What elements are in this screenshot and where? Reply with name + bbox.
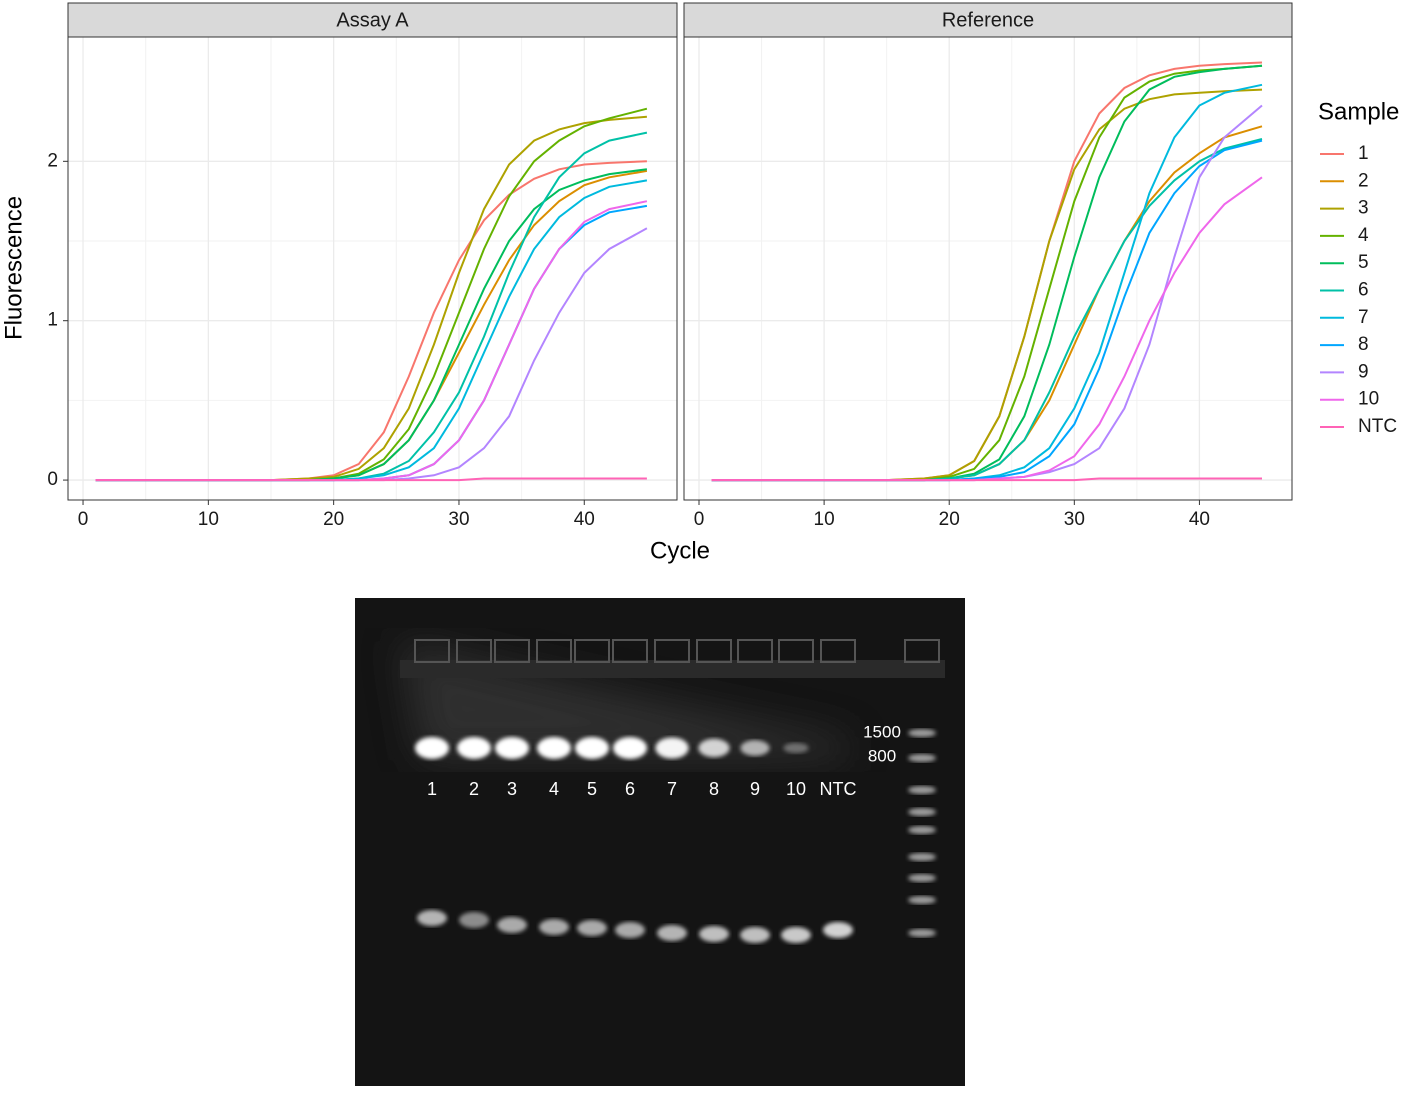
legend-label: 9 xyxy=(1358,361,1369,382)
ladder-band xyxy=(908,826,936,834)
lane-label: NTC xyxy=(820,779,857,799)
gel-well xyxy=(820,639,856,663)
gel-band xyxy=(657,925,687,941)
gel-band xyxy=(740,740,770,756)
panel-border xyxy=(683,36,1293,501)
lane-label: 6 xyxy=(625,779,635,799)
gel-well xyxy=(778,639,814,663)
x-tick-label: 10 xyxy=(814,509,835,530)
lane-label: 7 xyxy=(667,779,677,799)
gel-band xyxy=(698,738,730,758)
panel-border xyxy=(67,36,678,501)
gel-band xyxy=(783,742,809,754)
ladder-band xyxy=(908,729,936,737)
legend-label: 2 xyxy=(1358,170,1369,191)
gel-well xyxy=(904,639,940,663)
facet-title: Reference xyxy=(942,9,1034,31)
ladder-band xyxy=(908,874,936,882)
ladder-band xyxy=(908,853,936,861)
ladder-band xyxy=(908,754,936,762)
gel-well xyxy=(612,639,648,663)
panel-strip xyxy=(683,2,1293,38)
series-line xyxy=(711,88,1263,482)
legend-label: 4 xyxy=(1358,225,1369,246)
gel-band xyxy=(577,920,607,936)
series-line xyxy=(95,115,647,482)
gel-band xyxy=(613,737,647,759)
legend-label: 8 xyxy=(1358,334,1369,355)
gel-band xyxy=(781,927,811,943)
gel-band xyxy=(699,926,729,942)
gel-band xyxy=(615,922,645,938)
legend-label: NTC xyxy=(1358,416,1397,437)
x-axis-label: Cycle xyxy=(650,537,710,564)
ladder-label: 1500 xyxy=(863,722,901,741)
gel-well xyxy=(737,639,773,663)
lane-label: 2 xyxy=(469,779,479,799)
gel-well xyxy=(654,639,690,663)
x-tick-label: 20 xyxy=(323,509,344,530)
gel-band xyxy=(539,919,569,935)
y-tick-label: 1 xyxy=(47,310,58,331)
legend-label: 5 xyxy=(1358,252,1369,273)
gel-band xyxy=(417,910,447,926)
lane-label: 9 xyxy=(750,779,760,799)
x-tick-label: 30 xyxy=(448,509,469,530)
lane-label: 3 xyxy=(507,779,517,799)
ladder-label: 800 xyxy=(868,746,896,765)
x-tick-label: 0 xyxy=(78,509,89,530)
ladder-band xyxy=(908,786,936,794)
lane-label: 4 xyxy=(549,779,559,799)
gel-well-row xyxy=(400,660,945,678)
gel-band xyxy=(655,737,689,759)
legend-label: 3 xyxy=(1358,198,1369,219)
ladder-band xyxy=(908,929,936,937)
lane-label: 10 xyxy=(786,779,806,799)
series-line xyxy=(95,477,647,482)
x-tick-label: 0 xyxy=(694,509,705,530)
ladder-band xyxy=(908,896,936,904)
gel-image: 1 2 3 4 5 6 7 8 9 10 NTC 1500 800 xyxy=(355,598,965,1086)
lane-label: 5 xyxy=(587,779,597,799)
x-tick-label: 40 xyxy=(1189,509,1210,530)
gel-well xyxy=(414,639,450,663)
panel-background xyxy=(684,37,1292,500)
gel-well xyxy=(696,639,732,663)
gel-well xyxy=(574,639,610,663)
lane-label: 8 xyxy=(709,779,719,799)
facet-title: Assay A xyxy=(336,9,409,31)
legend-title: Sample xyxy=(1318,98,1399,125)
legend-label: 10 xyxy=(1358,389,1379,410)
legend-label: 7 xyxy=(1358,307,1369,328)
gel-band xyxy=(575,737,609,759)
panel-background xyxy=(68,37,677,500)
gel-band xyxy=(457,737,491,759)
gel-band xyxy=(740,927,770,943)
x-tick-label: 20 xyxy=(939,509,960,530)
x-tick-label: 10 xyxy=(198,509,219,530)
gel-well xyxy=(536,639,572,663)
y-tick-label: 0 xyxy=(47,469,58,490)
lane-label: 1 xyxy=(427,779,437,799)
gel-band xyxy=(823,922,853,938)
gel-band xyxy=(459,912,489,928)
gel-band xyxy=(495,737,529,759)
gel-band xyxy=(497,917,527,933)
gel-band xyxy=(537,737,571,759)
gel-band xyxy=(415,737,449,759)
gel-well xyxy=(456,639,492,663)
y-axis-label: Fluorescence xyxy=(0,196,27,340)
gel-well xyxy=(494,639,530,663)
x-tick-label: 40 xyxy=(574,509,595,530)
series-line xyxy=(711,477,1262,482)
legend-label: 1 xyxy=(1358,143,1369,164)
x-tick-label: 30 xyxy=(1064,509,1085,530)
legend-label: 6 xyxy=(1358,280,1369,301)
y-tick-label: 2 xyxy=(47,150,58,171)
ladder-band xyxy=(908,808,936,816)
